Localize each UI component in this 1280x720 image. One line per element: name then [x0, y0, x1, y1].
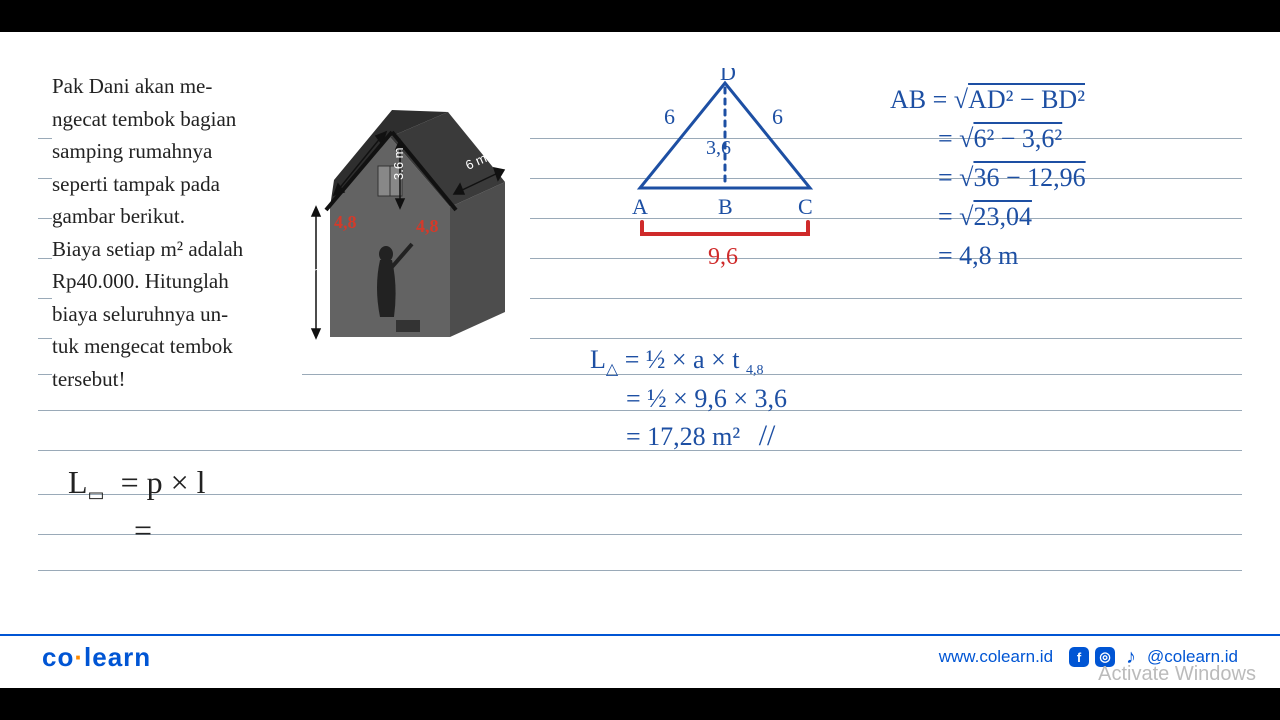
calc-line: AB = √AD² − BD² [890, 80, 1250, 119]
calc-line: = √23,04 [890, 197, 1250, 236]
colearn-logo: co·learn [42, 642, 151, 673]
calc-rhs: 36 − 12,96 [973, 163, 1085, 192]
calc-line: = √6² − 3,6² [890, 119, 1250, 158]
tri-base: 9,6 [708, 244, 738, 268]
ab-calculation: AB = √AD² − BD² = √6² − 3,6² = √36 − 12,… [890, 80, 1250, 275]
tri-A: A [632, 194, 648, 219]
problem-line: Biaya setiap m² adalah [52, 237, 243, 261]
calc-rhs: 6² − 3,6² [973, 124, 1062, 153]
formula: = ½ × a × t [625, 345, 740, 374]
logo-learn: learn [84, 642, 151, 672]
calc-line: = 17,28 m² // [590, 416, 1090, 457]
house-diagram: 4 m 6 m 6 m 3.6 m 4,8 4,8 [300, 92, 530, 362]
tri-h: 3,6 [706, 137, 731, 159]
tri-6r: 6 [772, 104, 783, 129]
triangle-sketch: D 6 6 3,6 A B C 9,6 [620, 68, 840, 268]
annot-48-l: 4,8 [334, 212, 357, 232]
problem-line: tuk mengecat tembok [52, 334, 233, 358]
problem-line: gambar berikut. [52, 204, 185, 228]
calc-line: = [68, 508, 468, 553]
footer-url: www.colearn.id [939, 647, 1053, 667]
problem-line: Rp40.000. Hitunglah [52, 269, 229, 293]
area-rect-calc: L▭ = p × l = [68, 460, 468, 552]
tri-B: B [718, 194, 733, 219]
L-symbol: L [590, 345, 606, 374]
calc-result: = 4,8 m [938, 241, 1018, 270]
problem-text: Pak Dani akan me- ngecat tembok bagian s… [52, 70, 302, 395]
problem-line: ngecat tembok bagian [52, 107, 236, 131]
tick-mark: // [747, 419, 776, 452]
sub-48: 4,8 [746, 363, 764, 378]
problem-line: biaya seluruhnya un- [52, 302, 228, 326]
calc-line: = ½ × 9,6 × 3,6 [590, 381, 1090, 416]
tri-C: C [798, 194, 813, 219]
problem-line: samping rumahnya [52, 139, 212, 163]
calc-line: L△ = ½ × a × t 4,8 [590, 342, 1090, 381]
windows-watermark: Activate Windows [1098, 663, 1256, 686]
calc-result: = 17,28 m² [626, 422, 740, 451]
calc-eq: = [938, 124, 959, 153]
page-content: Pak Dani akan me- ngecat tembok bagian s… [0, 32, 1280, 688]
calc-rhs: AD² − BD² [968, 85, 1085, 114]
ruled-line [38, 570, 1242, 571]
calc-line: = 4,8 m [890, 236, 1250, 275]
logo-dot: · [74, 642, 84, 672]
dim-4m: 4 m [302, 264, 324, 279]
calc-line: = √36 − 12,96 [890, 158, 1250, 197]
calc-line: L▭ = p × l [68, 460, 468, 508]
annot-48-r: 4,8 [416, 216, 439, 236]
calc-eq: = [938, 163, 959, 192]
dim-6m-l: 6 m [335, 128, 361, 154]
footer: co·learn www.colearn.id f ◎ ♪ @colearn.i… [0, 634, 1280, 678]
calc-step: = ½ × 9,6 × 3,6 [626, 384, 787, 413]
calc-eq: = [938, 202, 959, 231]
area-triangle-calc: L△ = ½ × a × t 4,8 = ½ × 9,6 × 3,6 = 17,… [590, 342, 1090, 457]
calc-lhs: AB = [890, 85, 947, 114]
calc-eq: = [134, 512, 152, 548]
problem-line: Pak Dani akan me- [52, 74, 212, 98]
letterbox-bottom [0, 688, 1280, 720]
formula: = p × l [121, 464, 206, 500]
tri-6l: 6 [664, 104, 675, 129]
problem-line: tersebut! [52, 367, 125, 391]
dim-3-6: 3.6 m [391, 147, 406, 180]
logo-co: co [42, 642, 74, 672]
tri-D: D [720, 68, 736, 85]
facebook-icon: f [1069, 647, 1089, 667]
calc-rhs: 23,04 [973, 202, 1032, 231]
problem-line: seperti tampak pada [52, 172, 220, 196]
letterbox-top [0, 0, 1280, 32]
